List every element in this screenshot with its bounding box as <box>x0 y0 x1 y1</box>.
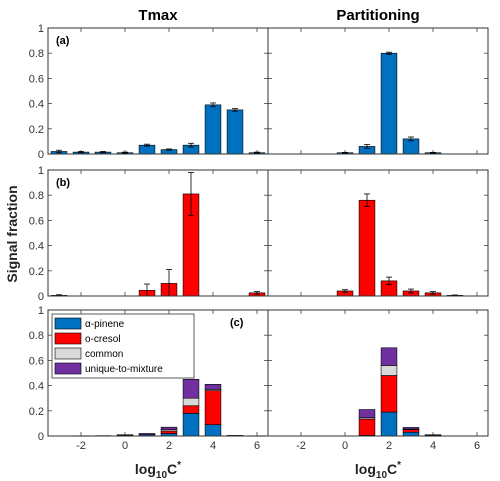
y-tick-label: 1 <box>38 305 44 317</box>
legend-label: o-cresol <box>85 334 121 345</box>
legend-swatch <box>54 347 82 360</box>
y-tick-label: 0.8 <box>29 330 44 342</box>
bar <box>358 199 376 297</box>
bar-segment <box>402 427 420 430</box>
bar-segment <box>358 418 376 436</box>
panel-2: 0 0.2 0.4 0.6 0.8 1 (b) <box>29 165 269 303</box>
legend: α-pinene o-cresol common unique-to-mixture <box>51 313 195 379</box>
x-tick-label: 0 <box>122 440 128 452</box>
y-tick-label: 0 <box>38 431 44 443</box>
panel-label: (c) <box>230 317 244 329</box>
y-tick-label: 1 <box>38 165 44 177</box>
y-tick-label: 0.2 <box>29 406 44 418</box>
y-tick-label: 0.4 <box>29 241 44 253</box>
bar-segment <box>204 424 222 437</box>
plot-area <box>268 170 488 296</box>
bar-segment <box>182 397 200 407</box>
bar-segment <box>138 433 156 436</box>
bar-segment <box>358 409 376 419</box>
plot-frame <box>267 309 489 437</box>
panel-label: (a) <box>56 35 70 47</box>
y-tick-label: 1 <box>38 23 44 35</box>
plot-frame <box>267 169 489 297</box>
y-tick-label: 0 <box>38 291 44 303</box>
bar <box>380 52 398 155</box>
legend-swatch <box>54 332 82 345</box>
bar-segment <box>182 405 200 414</box>
x-tick-label: 4 <box>210 440 216 452</box>
bar <box>226 109 244 155</box>
y-axis-label: Signal fraction <box>4 185 20 282</box>
legend-label: unique-to-mixture <box>85 364 163 375</box>
x-tick-label: 0 <box>342 440 348 452</box>
bar-segment <box>380 365 398 376</box>
panel-6: -2 0 2 4 6 <box>267 309 489 452</box>
bar-segment <box>204 390 222 425</box>
bar-segment <box>182 378 200 399</box>
y-tick-label: 0 <box>38 149 44 161</box>
y-tick-label: 0.2 <box>29 266 44 278</box>
y-tick-label: 0.6 <box>29 355 44 367</box>
bar-segment <box>182 413 200 437</box>
y-tick-label: 0.4 <box>29 99 44 111</box>
bar-segment <box>160 430 178 434</box>
bar-segment <box>116 434 134 436</box>
panel-4 <box>267 27 489 155</box>
legend-label: common <box>85 349 123 360</box>
bar-segment <box>160 426 178 430</box>
bar-segment <box>380 375 398 413</box>
x-axis-label-right: log10C* <box>355 460 401 481</box>
x-tick-label: -2 <box>76 440 86 452</box>
y-tick-label: 0.4 <box>29 381 44 393</box>
legend-label: α-pinene <box>85 319 125 330</box>
bar-segment <box>424 434 442 436</box>
plot-area <box>48 170 268 296</box>
panel-5 <box>267 169 489 297</box>
legend-swatch <box>54 362 82 375</box>
x-tick-label: 2 <box>166 440 172 452</box>
bar-segment <box>380 347 398 366</box>
x-tick-label: 6 <box>474 440 480 452</box>
bar-segment <box>402 429 420 433</box>
y-tick-label: 0.6 <box>29 73 44 85</box>
x-tick-label: 6 <box>254 440 260 452</box>
column-title-partitioning: Partitioning <box>336 7 419 24</box>
x-tick-label: 2 <box>386 440 392 452</box>
panel-1: 0 0.2 0.4 0.6 0.8 1 (a) <box>29 23 269 161</box>
bar-segment <box>402 431 420 437</box>
y-tick-label: 0.2 <box>29 124 44 136</box>
y-tick-label: 0.8 <box>29 48 44 60</box>
bar-segment <box>204 384 222 390</box>
y-tick-label: 0.8 <box>29 190 44 202</box>
plot-area <box>268 310 488 436</box>
bar-segment <box>380 411 398 437</box>
bar <box>204 104 222 155</box>
panel-label: (b) <box>56 177 70 189</box>
y-tick-label: 0.6 <box>29 215 44 227</box>
plot-area <box>268 28 488 154</box>
x-tick-label: 4 <box>430 440 436 452</box>
x-axis-label-left: log10C* <box>135 460 181 481</box>
plot-frame <box>267 27 489 155</box>
x-tick-label: -2 <box>296 440 306 452</box>
legend-swatch <box>54 317 82 330</box>
column-title-tmax: Tmax <box>138 7 178 24</box>
panel-3: 0 0.2 0.4 0.6 0.8 1 -2 0 2 4 6 (c) α-pinene o-cresol c… <box>29 305 269 452</box>
